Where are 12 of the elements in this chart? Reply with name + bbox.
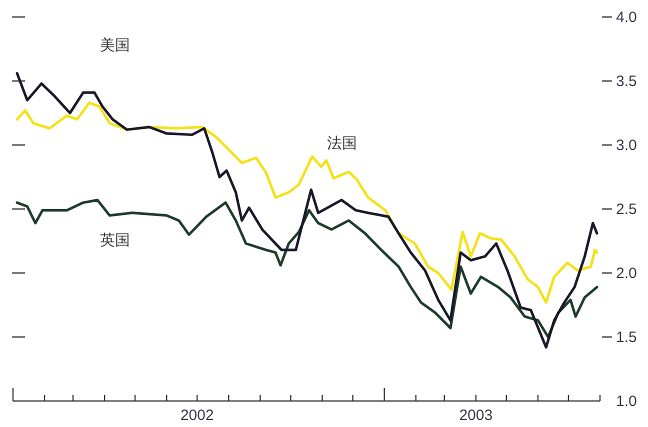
text: 美国 (100, 37, 130, 54)
y-tick-label: 1.5 (616, 329, 637, 346)
y-tick-label: 3.5 (616, 73, 637, 90)
series-label: 法国 (327, 135, 357, 152)
y-tick-label: 1.0 (616, 393, 637, 410)
x-tick-label: 2002 (180, 407, 214, 424)
y-tick-label: 2.0 (616, 265, 637, 282)
series-label: 英国 (100, 232, 130, 249)
x-tick-label: 2003 (459, 407, 493, 424)
y-tick-label: 2.5 (616, 201, 637, 218)
y-tick-label: 3.0 (616, 137, 637, 154)
y-tick-label: 4.0 (616, 9, 637, 26)
